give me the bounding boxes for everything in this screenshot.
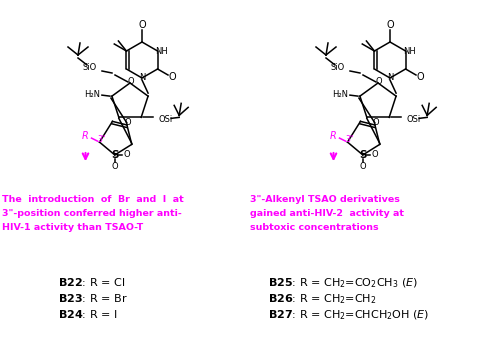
Text: $\mathbf{B23}$: R = Br: $\mathbf{B23}$: R = Br (58, 292, 127, 304)
Text: O: O (127, 76, 134, 86)
Text: N: N (387, 73, 393, 82)
Text: $\mathbf{B22}$: R = Cl: $\mathbf{B22}$: R = Cl (58, 276, 125, 288)
Text: N: N (139, 73, 145, 82)
Text: H₂N: H₂N (332, 90, 348, 99)
Text: O: O (386, 20, 394, 30)
Text: 3": 3" (345, 135, 354, 144)
Text: R: R (82, 131, 89, 141)
Text: 3": 3" (97, 135, 106, 144)
Text: O: O (372, 150, 378, 160)
Text: $\mathbf{B25}$: R = CH$_2$=CO$_2$CH$_3$ ($E$): $\mathbf{B25}$: R = CH$_2$=CO$_2$CH$_3$ … (268, 276, 418, 290)
Text: SiO: SiO (331, 63, 345, 72)
Text: O: O (138, 20, 146, 30)
Text: O: O (372, 119, 379, 127)
Text: S: S (359, 150, 367, 160)
Text: O: O (124, 150, 130, 160)
Text: S: S (111, 150, 119, 160)
Text: SiO: SiO (83, 63, 97, 72)
Text: OSi: OSi (158, 115, 172, 124)
Text: subtoxic concentrations: subtoxic concentrations (250, 223, 378, 232)
Text: O: O (124, 119, 131, 127)
Text: NH: NH (155, 47, 168, 55)
Text: NH: NH (403, 47, 416, 55)
Text: H₂N: H₂N (84, 90, 100, 99)
Text: O: O (375, 76, 382, 86)
Text: R: R (330, 131, 337, 141)
Text: O: O (360, 163, 366, 171)
Text: O: O (169, 72, 176, 82)
Text: OSi: OSi (406, 115, 420, 124)
Text: gained anti-HIV-2  activity at: gained anti-HIV-2 activity at (250, 209, 404, 218)
Text: O: O (112, 163, 118, 171)
Text: HIV-1 activity than TSAO-T: HIV-1 activity than TSAO-T (2, 223, 143, 232)
Text: The  introduction  of  Br  and  I  at: The introduction of Br and I at (2, 195, 184, 204)
Text: $\mathbf{B24}$: R = I: $\mathbf{B24}$: R = I (58, 308, 118, 320)
Text: 3"-position conferred higher anti-: 3"-position conferred higher anti- (2, 209, 182, 218)
Text: O: O (417, 72, 424, 82)
Text: $\mathbf{B27}$: R = CH$_2$=CHCH$_2$OH ($E$): $\mathbf{B27}$: R = CH$_2$=CHCH$_2$OH ($… (268, 308, 429, 321)
Text: $\mathbf{B26}$: R = CH$_2$=CH$_2$: $\mathbf{B26}$: R = CH$_2$=CH$_2$ (268, 292, 376, 306)
Text: 3"-Alkenyl TSAO derivatives: 3"-Alkenyl TSAO derivatives (250, 195, 400, 204)
